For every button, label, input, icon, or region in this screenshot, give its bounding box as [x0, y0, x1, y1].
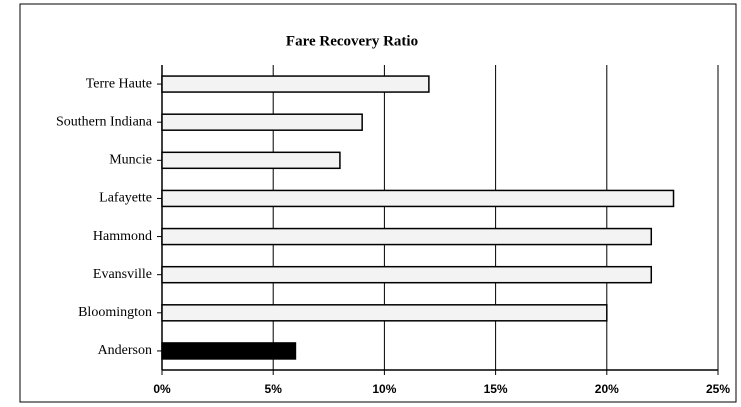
y-tick-label: Evansville: [93, 267, 152, 282]
y-tick-label: Hammond: [93, 229, 152, 244]
y-tick-label: Anderson: [98, 343, 152, 358]
bar: [161, 304, 608, 322]
y-tick-label: Bloomington: [78, 305, 152, 320]
bar: [161, 227, 653, 246]
bar: [161, 265, 653, 284]
bar: [161, 75, 430, 93]
x-tick-label: 15%: [484, 382, 508, 396]
y-tick-label: Terre Haute: [86, 76, 152, 91]
bar: [161, 151, 341, 170]
y-tick-label: Muncie: [109, 153, 152, 168]
x-tick-label: 10%: [372, 382, 396, 396]
x-tick-label: 25%: [706, 382, 730, 396]
bar: [161, 342, 297, 360]
x-tick-label: 5%: [265, 382, 283, 396]
x-tick-label: 20%: [595, 382, 619, 396]
chart-border: [19, 3, 737, 403]
chart-title: Fare Recovery Ratio: [286, 33, 418, 49]
bar: [161, 113, 363, 131]
y-tick-label: Lafayette: [99, 191, 152, 206]
bar: [161, 189, 675, 208]
x-tick-label: 0%: [153, 382, 171, 396]
y-tick-label: Southern Indiana: [56, 114, 153, 129]
